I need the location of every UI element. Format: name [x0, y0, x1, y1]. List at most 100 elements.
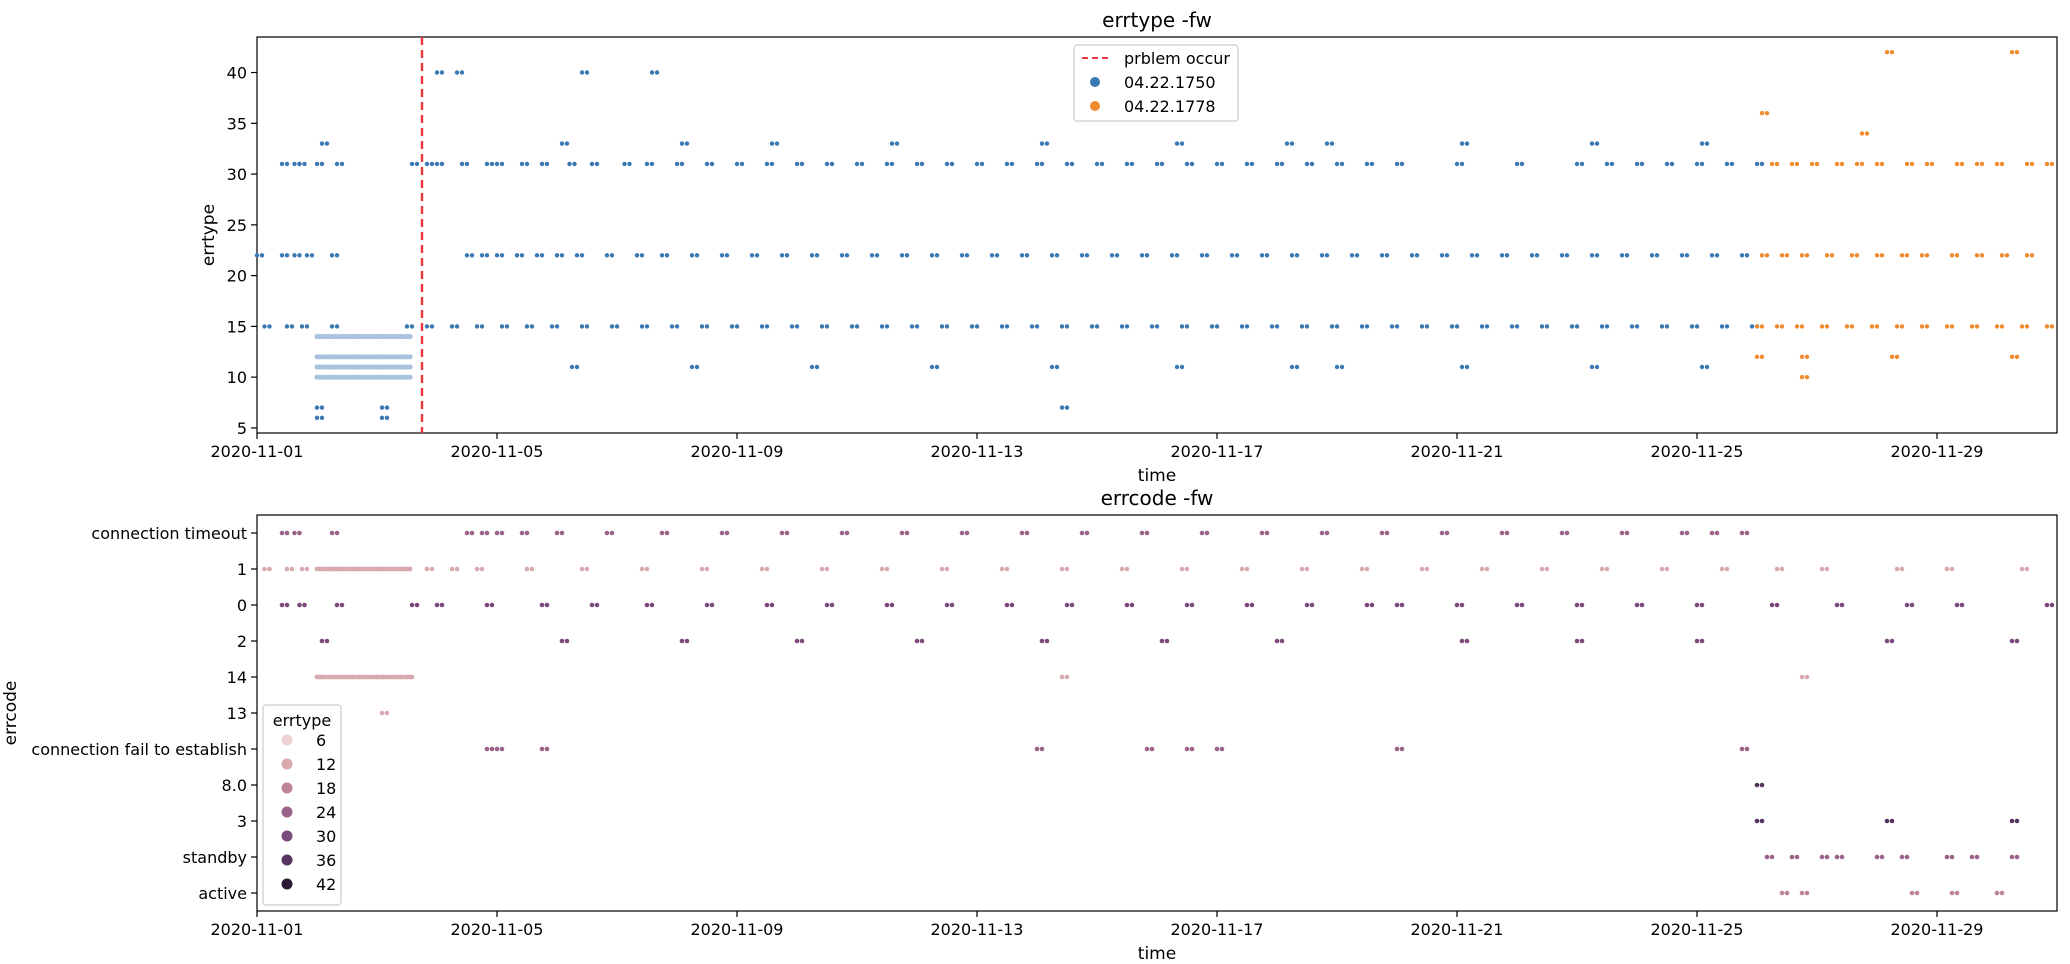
top-point-s0-l1-31b — [1174, 253, 1180, 258]
bottom-point-r10-0 — [1779, 890, 1785, 896]
bottom-chart-title: errcode -fw — [1101, 486, 1214, 510]
bottom-point-r3-6b — [1164, 638, 1170, 644]
bottom-point-r0-20 — [1319, 530, 1325, 536]
top-point-s1-l1-5b — [1879, 253, 1885, 258]
top-point-s0-l1-23b — [934, 253, 940, 258]
top-point-s0-l1-36b — [1324, 253, 1330, 258]
top-point-s0-l2-5 — [424, 324, 430, 329]
bottom-point-r2-24 — [1574, 602, 1580, 608]
top-point-s1-l0-9 — [1974, 161, 1980, 167]
top-point-s0-l1-0 — [254, 253, 260, 258]
top-point-s0-l1-20b — [844, 253, 850, 258]
bottom-point-r0-27 — [1709, 530, 1715, 536]
top-point-s0-l2-12b — [614, 324, 620, 329]
top-point-s0-l2-16 — [729, 324, 735, 329]
top-point-s1-l0-9b — [1979, 161, 1985, 167]
top-point-s0-l0-7 — [434, 161, 440, 167]
top-point-s0-l0-49 — [1724, 161, 1730, 167]
bottom-point-r4-8 — [1799, 674, 1805, 680]
top-point-s0-l1-9b — [539, 253, 545, 258]
bottom-point-r2-6 — [539, 602, 545, 608]
hue-legend-label-0: 6 — [316, 731, 326, 750]
bottom-point-r1-13b — [884, 566, 890, 572]
y-tick-label-2-1: 1 — [237, 560, 247, 579]
top-point-s0-l1-32 — [1199, 253, 1205, 258]
y-tick-label-2-3: 2 — [237, 632, 247, 651]
bottom-point-r2-7 — [589, 602, 595, 608]
top-point-s0-l2-24 — [969, 324, 975, 329]
bottom-point-r2-3 — [409, 602, 415, 608]
top-point-s0-l1-39 — [1409, 253, 1415, 258]
top-point-s1-l0-0 — [1769, 161, 1775, 167]
top-point-s0-l2-3 — [329, 324, 335, 329]
top-point-s0-l0-3b — [319, 161, 325, 167]
top-point-s0-l2-29 — [1119, 324, 1125, 329]
bottom-point-r9-1b — [1794, 854, 1800, 860]
bottom-point-r1-26 — [1659, 566, 1665, 572]
top-point-s0-l1-31 — [1169, 253, 1175, 258]
bottom-point-r1-30b — [1899, 566, 1905, 572]
top-point-s1-l0-7 — [1924, 161, 1930, 167]
top-point-s0-l1-26b — [1024, 253, 1030, 258]
bottom-point-r4-6b — [409, 674, 415, 680]
bottom-point-r10-2 — [1909, 890, 1915, 896]
bottom-point-r0-5 — [494, 530, 500, 536]
top-point-s1-l2-5 — [1869, 324, 1875, 329]
top-point-s0-l1-20 — [839, 253, 845, 258]
top-point-s0-l1-17 — [749, 253, 755, 258]
top-point-s0-l0-4b — [339, 161, 345, 167]
bottom-point-r4-0b — [319, 674, 325, 680]
top-point-s0-l0-19b — [739, 161, 745, 167]
bottom-point-r2-1 — [297, 602, 302, 608]
top-point-s0-l2-21b — [884, 324, 890, 329]
bottom-plot-frame — [256, 514, 2058, 912]
top-point-s0-l0-22b — [829, 161, 835, 167]
top-point-s1-l1-0 — [1759, 253, 1765, 258]
bottom-point-r2-31 — [2044, 602, 2050, 608]
top-point-s0-l3-11 — [1699, 141, 1705, 146]
top-point-s0-l1-45b — [1594, 253, 1600, 258]
top-point-s0-l0-2b — [302, 161, 307, 167]
top-point-s0-l2-27 — [1059, 324, 1065, 329]
top-point-s1-l2-10b — [1999, 324, 2005, 329]
top-point-s1-l5-0b — [1889, 50, 1895, 55]
top-point-s1-l1-2b — [1804, 253, 1810, 258]
top-point-s0-l5-9 — [1589, 364, 1595, 370]
top-point-s0-l2-33b — [1244, 324, 1250, 329]
top-point-s0-l1-4 — [329, 253, 335, 258]
bottom-point-r8-0 — [1754, 818, 1760, 824]
bottom-point-r6-0b — [489, 746, 495, 752]
top-point-s1-l0-7b — [1929, 161, 1935, 167]
top-point-s0-l3-0 — [319, 141, 325, 146]
bottom-point-r9-1 — [1789, 854, 1795, 860]
bottom-point-r3-12 — [2009, 638, 2015, 644]
top-point-s0-l0-26b — [949, 161, 955, 167]
bottom-point-r10-4 — [1994, 890, 2000, 896]
y-tick-label-2-4: 14 — [227, 668, 247, 687]
top-point-s0-l3-9 — [1459, 141, 1465, 146]
top-point-s0-l1-43b — [1534, 253, 1540, 258]
bottom-point-r4-4b — [379, 674, 385, 680]
bottom-point-r1-13 — [879, 566, 885, 572]
top-point-s0-l2-20b — [854, 324, 860, 329]
bottom-point-r2-12 — [884, 602, 890, 608]
top-point-s0-l1-27 — [1049, 253, 1055, 258]
band-point-3-31 — [407, 374, 413, 380]
top-point-s0-l0-18 — [704, 161, 710, 167]
bottom-point-r0-12 — [839, 530, 845, 536]
top-point-s0-l5-0b — [574, 364, 580, 370]
top-point-s0-l1-8b — [519, 253, 525, 258]
bottom-point-r2-20b — [1369, 602, 1375, 608]
top-point-s0-l0-23 — [854, 161, 860, 167]
top-point-s0-l1-15b — [694, 253, 700, 258]
top-legend-box — [1073, 44, 1239, 122]
top-point-s0-l2-37 — [1359, 324, 1365, 329]
top-point-s0-l0-30b — [1069, 161, 1075, 167]
bottom-point-r6-6b — [1219, 746, 1225, 752]
top-point-s0-l0-11 — [519, 161, 525, 167]
bottom-point-r9-3b — [1839, 854, 1845, 860]
top-point-s0-l2-8 — [499, 324, 505, 329]
top-point-s0-l1-1 — [279, 253, 285, 258]
top-point-s1-l2-4 — [1844, 324, 1850, 329]
bottom-point-r0-9b — [664, 530, 670, 536]
